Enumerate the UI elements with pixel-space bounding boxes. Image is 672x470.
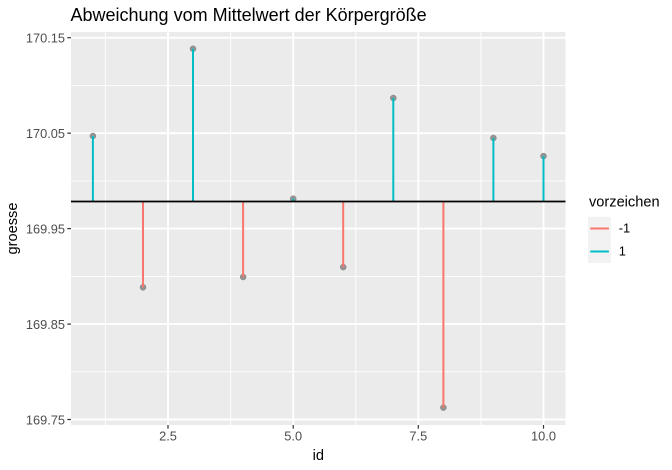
svg-text:-1: -1 bbox=[619, 220, 630, 235]
svg-text:169.95: 169.95 bbox=[26, 222, 65, 237]
svg-text:170.15: 170.15 bbox=[26, 31, 65, 46]
svg-text:1: 1 bbox=[619, 244, 626, 259]
svg-text:id: id bbox=[313, 448, 324, 464]
svg-text:10.0: 10.0 bbox=[531, 429, 556, 444]
svg-text:vorzeichen: vorzeichen bbox=[589, 195, 660, 211]
svg-text:5.0: 5.0 bbox=[284, 429, 302, 444]
svg-text:169.85: 169.85 bbox=[26, 317, 65, 332]
svg-text:groesse: groesse bbox=[5, 203, 21, 255]
svg-text:170.05: 170.05 bbox=[26, 126, 65, 141]
svg-text:2.5: 2.5 bbox=[159, 429, 177, 444]
svg-text:Abweichung vom Mittelwert der: Abweichung vom Mittelwert der Körpergröß… bbox=[71, 5, 427, 25]
svg-text:7.5: 7.5 bbox=[409, 429, 427, 444]
svg-text:169.75: 169.75 bbox=[26, 413, 65, 428]
